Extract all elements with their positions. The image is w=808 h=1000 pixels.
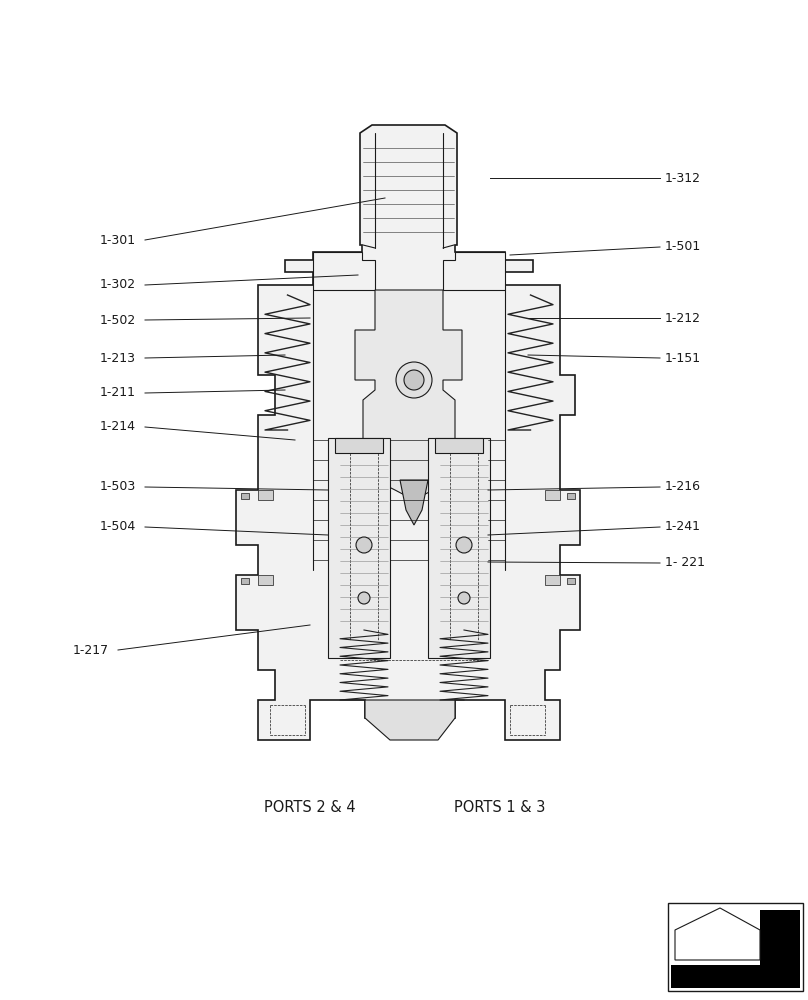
Bar — [241, 493, 249, 499]
Text: PORTS 1 & 3: PORTS 1 & 3 — [454, 800, 545, 816]
Text: 1-211: 1-211 — [100, 386, 136, 399]
Polygon shape — [760, 910, 800, 965]
Circle shape — [458, 592, 470, 604]
Text: 1-302: 1-302 — [100, 278, 136, 292]
Bar — [428, 438, 490, 658]
Bar — [668, 903, 803, 991]
Bar — [545, 575, 560, 585]
Text: 1-502: 1-502 — [100, 314, 137, 326]
Bar — [328, 438, 390, 658]
Text: 1-213: 1-213 — [100, 352, 136, 364]
Text: 1-212: 1-212 — [665, 312, 701, 324]
Text: 1-214: 1-214 — [100, 420, 136, 434]
Circle shape — [396, 362, 432, 398]
Text: 1- 221: 1- 221 — [665, 556, 705, 570]
Polygon shape — [355, 290, 462, 500]
Circle shape — [356, 537, 372, 553]
Bar — [567, 578, 575, 584]
Text: 1-312: 1-312 — [665, 172, 701, 184]
Text: 1-216: 1-216 — [665, 481, 701, 493]
Bar — [435, 438, 483, 453]
Polygon shape — [365, 700, 455, 740]
Text: 1-217: 1-217 — [73, 644, 109, 656]
Text: 1-503: 1-503 — [100, 481, 137, 493]
Text: 1-151: 1-151 — [665, 352, 701, 364]
Bar — [241, 578, 249, 584]
Polygon shape — [671, 965, 800, 988]
Text: 1-504: 1-504 — [100, 520, 137, 534]
Circle shape — [456, 537, 472, 553]
Text: 1-301: 1-301 — [100, 233, 136, 246]
Text: PORTS 2 & 4: PORTS 2 & 4 — [264, 800, 356, 816]
Polygon shape — [313, 252, 375, 290]
Circle shape — [404, 370, 424, 390]
Polygon shape — [675, 908, 760, 960]
Text: 1-501: 1-501 — [665, 240, 701, 253]
Polygon shape — [400, 480, 428, 525]
Bar — [258, 490, 273, 500]
Bar — [545, 490, 560, 500]
Text: 1-241: 1-241 — [665, 520, 701, 534]
Bar — [258, 575, 273, 585]
Circle shape — [358, 592, 370, 604]
Bar — [335, 438, 383, 453]
Polygon shape — [236, 125, 580, 740]
Bar — [567, 493, 575, 499]
Polygon shape — [443, 252, 505, 290]
